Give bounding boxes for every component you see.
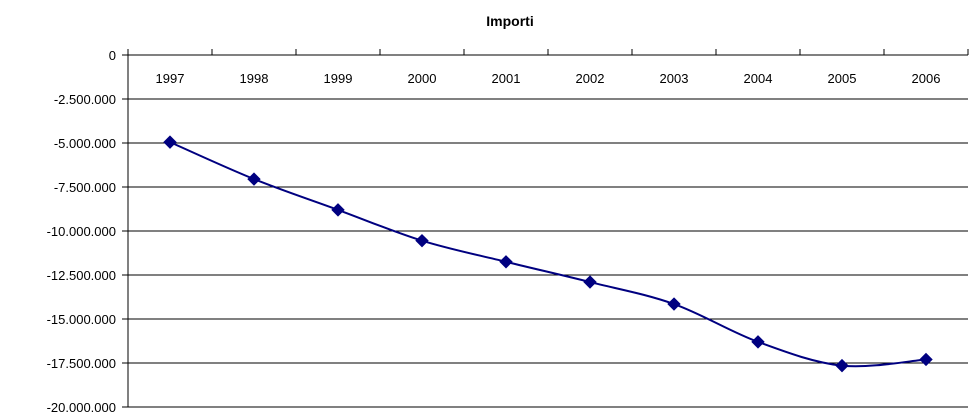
gridlines: [128, 98, 968, 408]
chart-title: Importi: [486, 13, 533, 29]
series-line: [169, 141, 927, 368]
x-tick-label: 1998: [240, 71, 269, 86]
data-point: [667, 297, 681, 311]
data-point: [835, 358, 849, 373]
y-tick-label: 0: [109, 48, 116, 63]
x-tick-label: 2004: [744, 71, 773, 86]
data-point: [751, 335, 765, 349]
y-tick-label: -10.000.000: [47, 224, 116, 239]
y-axis: 0 -2.500.000 -5.000.000 -7.500.000 -10.000.0…: [47, 48, 129, 413]
x-tick-label: 2000: [408, 71, 437, 86]
x-tick-label: 1999: [324, 71, 353, 86]
data-point: [163, 135, 177, 149]
x-tick-label: 2001: [492, 71, 521, 86]
series-layer: [163, 135, 933, 373]
data-point: [499, 255, 513, 269]
y-tick-label: -20.000.000: [47, 400, 116, 413]
y-tick-label: -2.500.000: [54, 92, 116, 107]
x-tick-label: 2005: [828, 71, 857, 86]
data-point: [583, 275, 597, 289]
x-axis: 1997 1998 1999 2000 2001 2002 2003 2004 2005 2006: [127, 49, 969, 86]
y-tick-label: -17.500.000: [47, 356, 116, 371]
y-tick-label: -12.500.000: [47, 268, 116, 283]
y-tick-label: -5.000.000: [54, 136, 116, 151]
data-point: [415, 233, 429, 248]
x-tick-label: 2003: [660, 71, 689, 86]
x-tick-label: 1997: [156, 71, 185, 86]
y-tick-label: -15.000.000: [47, 312, 116, 327]
data-point: [919, 352, 933, 367]
x-tick-label: 2006: [912, 71, 941, 86]
data-point: [331, 203, 345, 217]
x-tick-label: 2002: [576, 71, 605, 86]
data-point: [247, 172, 261, 186]
y-tick-label: -7.500.000: [54, 180, 116, 195]
